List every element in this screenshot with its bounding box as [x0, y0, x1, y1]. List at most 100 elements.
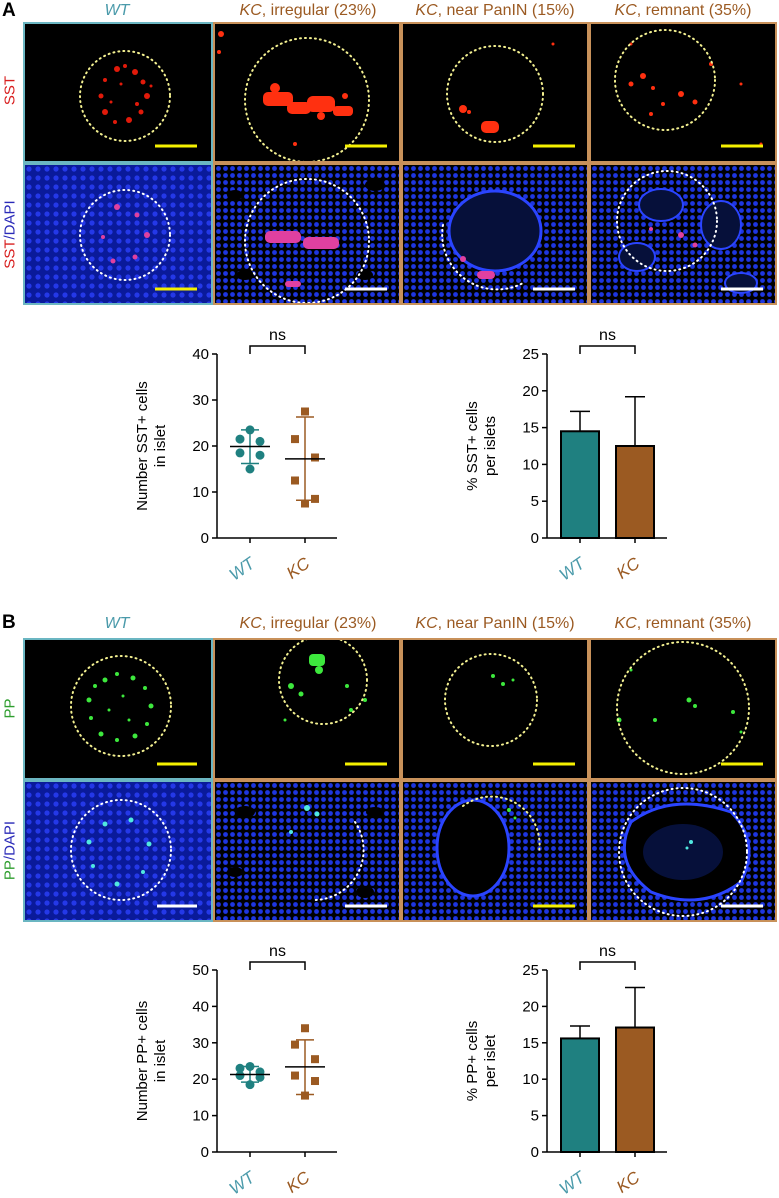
- data-point: [311, 494, 319, 503]
- y-tick-label: 0: [201, 530, 209, 547]
- bar: [615, 445, 655, 539]
- y-axis-label-line2: per islet: [482, 1034, 499, 1087]
- data-point: [255, 450, 265, 460]
- data-point: [255, 436, 265, 446]
- micrograph-b-dapi-kc-irregular: [213, 780, 401, 922]
- x-category-label: WT: [226, 1167, 260, 1198]
- micrograph-b-pp-kc-irregular: [213, 638, 401, 780]
- panel-a-row2-label: SST/DAPI: [1, 200, 19, 269]
- micrograph-image: [215, 640, 399, 778]
- significance-label: ns: [269, 327, 286, 344]
- significance-label: ns: [599, 327, 616, 344]
- panel-a-header-kc-irregular: KC, irregular (23%): [239, 2, 377, 19]
- micrograph-b-pp-kc-remnant: [589, 638, 777, 780]
- y-tick-label: 30: [192, 392, 209, 409]
- y-axis-label: % SST+ cellsper islets: [464, 401, 499, 491]
- y-tick-label: 0: [531, 1144, 539, 1161]
- y-tick-label: 20: [192, 1071, 209, 1088]
- chart-pp-count: Number PP+ cellsin islet 0 10 20 30 40 50 WT KC n…: [134, 943, 337, 1198]
- data-point: [235, 1063, 245, 1073]
- x-category-label: WT: [226, 553, 260, 584]
- panel-b-row1-label: PP: [1, 698, 19, 719]
- data-point: [245, 464, 255, 474]
- y-tick-label: 0: [201, 1144, 209, 1161]
- y-tick-label: 10: [192, 1108, 209, 1125]
- data-point: [301, 1091, 309, 1100]
- data-point: [301, 1024, 309, 1033]
- y-axis-label-line2: in islet: [152, 1039, 169, 1082]
- y-tick-label: 20: [192, 438, 209, 455]
- micrograph-a-dapi-kc-panin: [401, 163, 589, 305]
- micrograph-b-dapi-wt: [23, 780, 213, 922]
- significance-label: ns: [599, 943, 616, 960]
- y-axis-label-line2: per islets: [482, 416, 499, 476]
- micrograph-image: [591, 640, 775, 778]
- significance-bracket: [579, 345, 636, 354]
- data-point: [291, 435, 299, 444]
- data-point: [291, 1071, 299, 1080]
- data-point: [291, 1040, 299, 1049]
- y-tick-label: 40: [192, 346, 209, 363]
- y-axis-label: Number SST+ cellsin islet: [134, 381, 169, 511]
- chart-sst-percent: % SST+ cellsper islets 0 5 10 15 20 25 WT KC ns: [464, 327, 667, 584]
- micrograph-a-dapi-kc-remnant: [589, 163, 777, 305]
- y-tick-label: 10: [192, 484, 209, 501]
- micrograph-a-dapi-kc-irregular: [213, 163, 401, 305]
- y-tick-label: 25: [522, 346, 539, 363]
- data-point: [235, 434, 245, 444]
- data-point: [311, 453, 319, 462]
- chart-pp-percent: % PP+ cellsper islet 0 5 10 15 20 25 WT KC ns: [464, 943, 667, 1198]
- y-tick-label: 20: [522, 998, 539, 1015]
- panel-b-header-wt: WT: [104, 615, 130, 632]
- micrograph-image: [215, 165, 399, 303]
- x-category-label: WT: [556, 553, 590, 584]
- panel-b-header-kc-panin: KC, near PanIN (15%): [415, 615, 575, 632]
- data-point: [235, 1071, 245, 1081]
- data-point: [301, 407, 309, 416]
- micrograph-a-sst-kc-irregular: [213, 22, 401, 163]
- x-category-label: KC: [283, 553, 314, 583]
- micrograph-image: [591, 165, 775, 303]
- y-tick-label: 25: [522, 962, 539, 979]
- micrograph-image: [215, 782, 399, 920]
- micrograph-a-sst-kc-panin: [401, 22, 589, 163]
- bar: [615, 1026, 655, 1153]
- panel-a-letter: A: [2, 0, 16, 21]
- y-axis-label-line1: % PP+ cells: [464, 1021, 481, 1101]
- significance-bracket: [249, 961, 306, 970]
- panel-a-header-wt: WT: [104, 2, 130, 19]
- bar: [560, 430, 600, 539]
- micrograph-image: [403, 165, 587, 303]
- y-tick-label: 15: [522, 420, 539, 437]
- micrograph-image: [25, 24, 211, 161]
- significance-label: ns: [269, 943, 286, 960]
- x-category-label: KC: [283, 1167, 314, 1197]
- y-tick-label: 15: [522, 1035, 539, 1052]
- y-axis-label: % PP+ cellsper islet: [464, 1021, 499, 1101]
- x-category-label: WT: [556, 1167, 590, 1198]
- micrograph-a-dapi-wt: [23, 163, 213, 305]
- micrograph-image: [215, 24, 399, 161]
- y-tick-label: 30: [192, 1035, 209, 1052]
- data-point: [301, 499, 309, 508]
- micrograph-image: [25, 165, 211, 303]
- bar: [560, 1037, 600, 1153]
- micrograph-image: [403, 640, 587, 778]
- y-axis-label-line1: Number SST+ cells: [134, 381, 151, 511]
- y-tick-label: 10: [522, 1071, 539, 1088]
- micrograph-image: [403, 782, 587, 920]
- micrograph-b-pp-wt: [23, 638, 213, 780]
- micrograph-b-pp-kc-panin: [401, 638, 589, 780]
- chart-sst-count: Number SST+ cellsin islet 0 10 20 30 40 WT KC ns: [134, 327, 337, 584]
- micrograph-image: [25, 640, 211, 778]
- data-point: [245, 425, 255, 435]
- y-axis-label-line2: in islet: [152, 424, 169, 467]
- x-category-label: KC: [613, 1167, 644, 1197]
- micrograph-image: [591, 782, 775, 920]
- data-point: [311, 1077, 319, 1086]
- panel-a-header-kc-remnant: KC, remnant (35%): [614, 2, 752, 19]
- micrograph-b-dapi-kc-panin: [401, 780, 589, 922]
- y-tick-label: 0: [531, 530, 539, 547]
- panel-a-header-kc-panin: KC, near PanIN (15%): [415, 2, 575, 19]
- data-point: [245, 1080, 255, 1090]
